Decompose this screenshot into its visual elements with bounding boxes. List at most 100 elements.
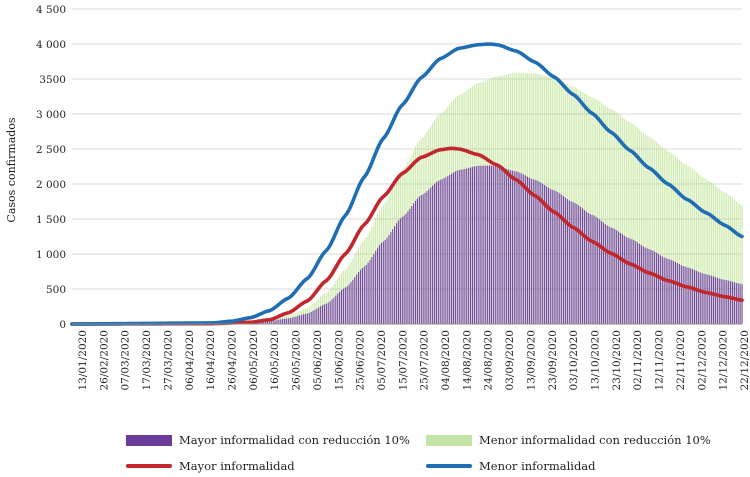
bar bbox=[720, 279, 722, 324]
bar bbox=[599, 101, 601, 324]
bar bbox=[612, 228, 614, 324]
bar bbox=[428, 189, 430, 324]
bar bbox=[690, 167, 692, 324]
bar bbox=[528, 177, 531, 324]
bar bbox=[674, 156, 677, 324]
bar bbox=[625, 236, 627, 324]
bar bbox=[580, 206, 582, 324]
bar bbox=[581, 208, 584, 324]
bar bbox=[394, 226, 396, 324]
bar bbox=[470, 167, 472, 324]
bar bbox=[671, 260, 673, 324]
x-tick-label: 23/09/2020 bbox=[547, 330, 559, 391]
bar bbox=[563, 196, 565, 324]
bar bbox=[532, 179, 534, 324]
bar bbox=[388, 235, 390, 324]
bar bbox=[640, 245, 642, 324]
bar bbox=[697, 173, 699, 324]
bar bbox=[654, 140, 656, 324]
bar bbox=[420, 195, 422, 324]
bar bbox=[452, 172, 455, 324]
bar bbox=[699, 175, 701, 324]
bar bbox=[401, 216, 403, 324]
bar bbox=[606, 225, 608, 324]
bar bbox=[703, 273, 705, 324]
bar bbox=[308, 312, 310, 324]
bar bbox=[350, 282, 352, 324]
bar bbox=[339, 291, 341, 324]
x-tick-label: 12/11/2020 bbox=[654, 330, 666, 391]
bar bbox=[583, 210, 586, 324]
bar bbox=[619, 115, 622, 324]
bar bbox=[648, 136, 650, 324]
bar bbox=[730, 196, 732, 324]
bar bbox=[540, 182, 542, 324]
bar bbox=[422, 194, 424, 324]
bar bbox=[589, 96, 591, 324]
bar bbox=[411, 206, 413, 324]
bar bbox=[407, 211, 409, 324]
bar bbox=[304, 313, 307, 324]
bar bbox=[513, 171, 515, 324]
bar bbox=[399, 218, 401, 324]
bar bbox=[321, 305, 324, 324]
x-tick-label: 17/03/2020 bbox=[141, 330, 153, 391]
bar bbox=[623, 118, 625, 324]
bar bbox=[471, 166, 474, 324]
x-tick-label: 02/11/2020 bbox=[632, 330, 644, 391]
x-tick-label: 22/11/2020 bbox=[675, 330, 687, 391]
bar bbox=[314, 309, 316, 324]
bar bbox=[661, 147, 663, 324]
bar bbox=[530, 178, 532, 324]
bar bbox=[454, 171, 456, 324]
bar bbox=[674, 262, 677, 324]
y-tick-label: 1 500 bbox=[36, 214, 66, 226]
x-tick-label: 16/05/2020 bbox=[269, 330, 281, 391]
bar bbox=[731, 281, 734, 324]
bar bbox=[618, 114, 620, 324]
x-tick-label: 26/05/2020 bbox=[291, 330, 303, 391]
bar bbox=[466, 168, 468, 324]
bar bbox=[485, 165, 487, 324]
bar bbox=[697, 271, 699, 324]
bar bbox=[591, 97, 593, 324]
bar bbox=[369, 260, 371, 324]
bar bbox=[583, 93, 586, 324]
bar bbox=[318, 307, 320, 324]
bar bbox=[416, 198, 419, 324]
bar bbox=[726, 193, 728, 324]
bar bbox=[490, 165, 493, 324]
bar bbox=[680, 161, 682, 324]
bar bbox=[642, 132, 644, 324]
bar bbox=[356, 274, 358, 324]
y-tick-label: 500 bbox=[46, 284, 66, 296]
bar bbox=[635, 126, 637, 324]
bar bbox=[302, 314, 305, 324]
x-tick-label: 24/08/2020 bbox=[483, 330, 495, 391]
bar bbox=[600, 221, 603, 324]
bar bbox=[418, 196, 420, 324]
bar bbox=[665, 150, 667, 324]
bar bbox=[669, 259, 671, 324]
bar bbox=[581, 91, 584, 324]
bar bbox=[544, 185, 546, 324]
x-tick-label: 07/03/2020 bbox=[120, 330, 132, 391]
bar bbox=[608, 226, 610, 324]
bar bbox=[464, 168, 466, 324]
bar bbox=[525, 175, 527, 324]
bar bbox=[648, 249, 650, 324]
bar bbox=[640, 131, 642, 324]
x-tick-label: 05/07/2020 bbox=[376, 330, 388, 391]
y-tick-label: 1 000 bbox=[36, 249, 66, 261]
bar bbox=[331, 299, 333, 324]
y-tick-label: 2 000 bbox=[36, 179, 66, 191]
bar bbox=[638, 129, 641, 324]
bar bbox=[344, 287, 346, 324]
bar bbox=[329, 301, 331, 324]
bar bbox=[358, 272, 360, 324]
bar bbox=[276, 319, 278, 324]
bar bbox=[492, 165, 494, 324]
bar bbox=[587, 95, 589, 324]
bar bbox=[652, 250, 654, 324]
x-tick-label: 16/04/2020 bbox=[205, 330, 217, 391]
